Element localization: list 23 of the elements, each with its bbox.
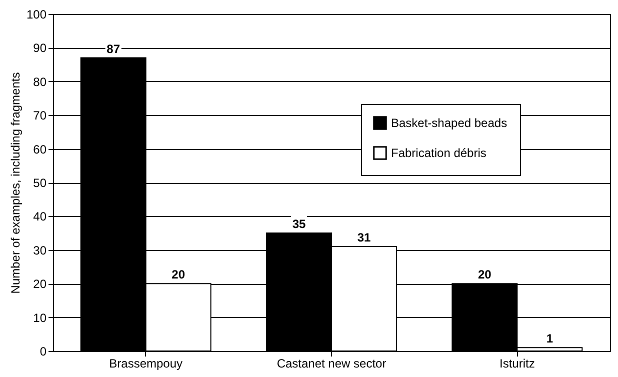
data-label: 1: [546, 332, 554, 346]
y-axis-title: Number of examples, including fragments: [8, 72, 22, 294]
data-label: 87: [106, 42, 120, 56]
y-tick-label: 10: [33, 310, 47, 325]
y-tick-label: 20: [33, 277, 47, 292]
y-tick-label: 30: [33, 243, 47, 258]
data-label: 20: [172, 268, 186, 282]
y-tick-label: 70: [33, 108, 47, 123]
data-label: 35: [292, 217, 306, 232]
data-label: 31: [357, 230, 371, 245]
x-tick-label: Castanet new sector: [276, 356, 386, 370]
y-tick-label: 80: [33, 74, 47, 89]
y-tick-label: 0: [40, 344, 47, 358]
y-tick-label: 100: [26, 8, 47, 22]
legend-label: Fabrication débris: [391, 146, 486, 160]
x-tick-label: Isturitz: [499, 356, 535, 370]
x-tick-label: Brassempouy: [109, 356, 183, 370]
y-tick-label: 50: [33, 176, 47, 190]
y-tick-label: 90: [33, 41, 47, 56]
y-tick-label: 40: [33, 210, 47, 224]
y-tick-label: 60: [33, 142, 47, 156]
legend-label: Basket-shaped beads: [391, 116, 508, 130]
data-label: 20: [478, 268, 492, 282]
